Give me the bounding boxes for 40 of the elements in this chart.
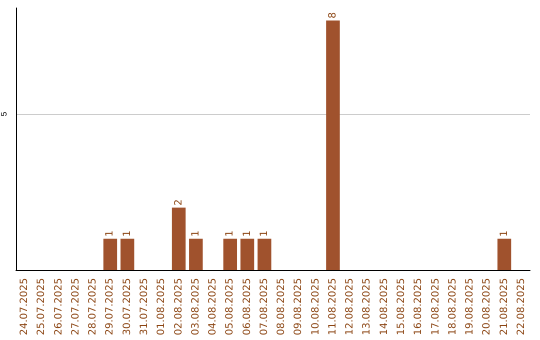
data-label: 1 [104, 230, 116, 237]
x-tick-label: 26.07.2025 [53, 278, 64, 336]
x-tick-label: 17.08.2025 [430, 278, 442, 336]
x-tick-label: 05.08.2025 [224, 278, 236, 336]
x-tick-label: 18.08.2025 [447, 278, 458, 336]
data-label: 1 [498, 230, 510, 237]
x-tick-label: 13.08.2025 [362, 278, 373, 336]
x-tick-label: 29.07.2025 [104, 278, 116, 336]
x-tick-label: 19.08.2025 [464, 278, 476, 336]
x-tick-label: 02.08.2025 [173, 278, 184, 336]
x-tick-label: 01.08.2025 [156, 278, 168, 336]
x-tick-label: 16.08.2025 [413, 278, 424, 336]
x-tick-label: 28.07.2025 [88, 278, 99, 336]
x-tick-label: 07.08.2025 [258, 278, 270, 336]
x-tick-label: 09.08.2025 [293, 278, 304, 336]
x-tick-label: 25.07.2025 [36, 278, 48, 336]
x-tick-label: 06.08.2025 [242, 278, 253, 336]
x-tick-label: 27.07.2025 [70, 278, 82, 336]
x-tick-label: 20.08.2025 [482, 278, 493, 336]
x-tick-label: 24.07.2025 [19, 278, 30, 336]
data-label: 1 [258, 230, 270, 237]
data-label: 2 [173, 199, 184, 206]
x-tick-label: 14.08.2025 [378, 278, 390, 336]
x-tick-label: 08.08.2025 [276, 278, 288, 336]
x-tick-label: 03.08.2025 [190, 278, 202, 336]
x-tick-label: 22.08.2025 [516, 278, 527, 336]
x-tick-label: 12.08.2025 [344, 278, 356, 336]
x-tick-label: 30.07.2025 [122, 278, 133, 336]
data-label: 1 [242, 230, 253, 237]
x-tick-label: 04.08.2025 [208, 278, 219, 336]
data-label: 8 [327, 12, 338, 18]
x-tick-label: 21.08.2025 [498, 278, 510, 336]
y-tick-label: 5 [0, 111, 8, 116]
x-tick-label: 11.08.2025 [327, 278, 338, 336]
data-label: 1 [224, 230, 236, 237]
x-tick-label: 10.08.2025 [310, 278, 322, 336]
data-label: 1 [122, 230, 133, 237]
data-label: 1 [190, 230, 202, 237]
x-tick-label: 15.08.2025 [396, 278, 407, 336]
x-tick-label: 31.07.2025 [139, 278, 150, 336]
